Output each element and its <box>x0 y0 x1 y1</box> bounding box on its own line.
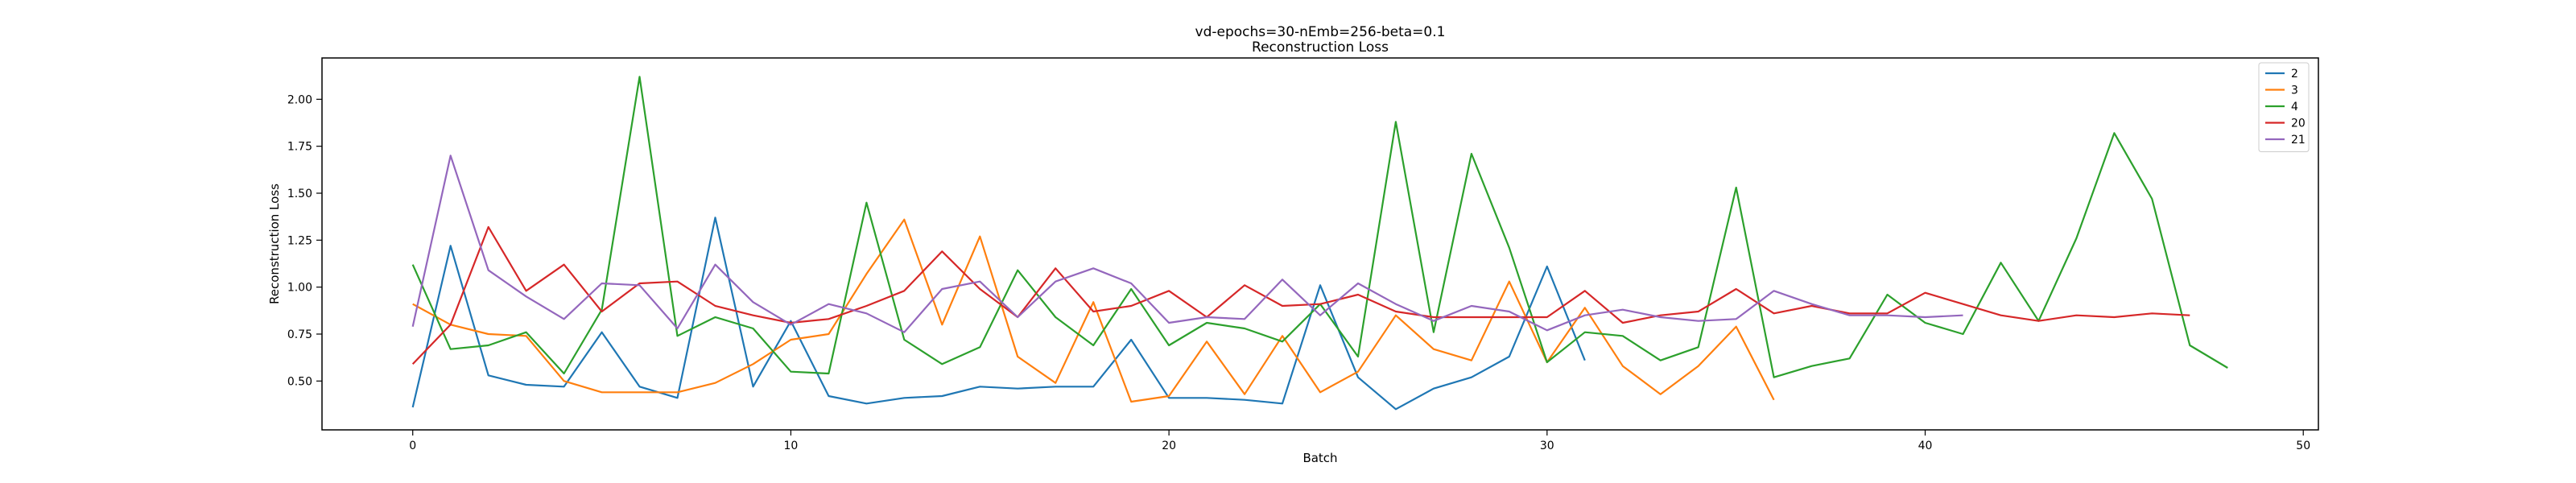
x-tick-label: 20 <box>1162 440 1176 452</box>
y-tick-label: 0.50 <box>287 375 312 388</box>
legend: 2 3 4 20 21 <box>2258 62 2310 152</box>
y-tick-label: 0.75 <box>287 328 312 341</box>
legend-box <box>2258 62 2310 152</box>
x-tick-label: 10 <box>784 440 799 452</box>
series-line-20 <box>411 225 2190 365</box>
x-tick-label: 50 <box>2296 440 2310 452</box>
y-axis-label: Reconstruction Loss <box>267 184 282 304</box>
y-axis-ticks: 0.50 0.75 1.00 1.25 1.50 1.75 2.00 <box>287 93 322 388</box>
y-tick-label: 1.50 <box>287 188 312 200</box>
y-tick-label: 1.75 <box>287 141 312 154</box>
y-tick-label: 2.00 <box>287 93 312 106</box>
plot-frame <box>321 57 2319 431</box>
series-line-21 <box>411 155 1963 333</box>
chart-title: vd-epochs=30-nEmb=256-beta=0.1 <box>1195 24 1446 40</box>
chart-subtitle: Reconstruction Loss <box>1252 39 1389 56</box>
series-line-2 <box>411 217 1586 411</box>
x-axis-label: Batch <box>1302 451 1337 465</box>
x-tick-label: 0 <box>409 440 416 452</box>
legend-label-21: 21 <box>2291 134 2306 147</box>
series-line-4 <box>411 76 2228 378</box>
x-tick-label: 40 <box>1918 440 1933 452</box>
x-tick-label: 30 <box>1540 440 1554 452</box>
y-tick-label: 1.00 <box>287 282 312 295</box>
x-axis-ticks: 0 10 20 30 40 50 <box>409 430 2310 452</box>
series-layer <box>411 76 2228 411</box>
legend-label-20: 20 <box>2291 118 2306 130</box>
legend-label-3: 3 <box>2291 85 2298 97</box>
y-tick-label: 1.25 <box>287 234 312 247</box>
legend-label-4: 4 <box>2291 101 2298 114</box>
legend-label-2: 2 <box>2291 68 2298 80</box>
